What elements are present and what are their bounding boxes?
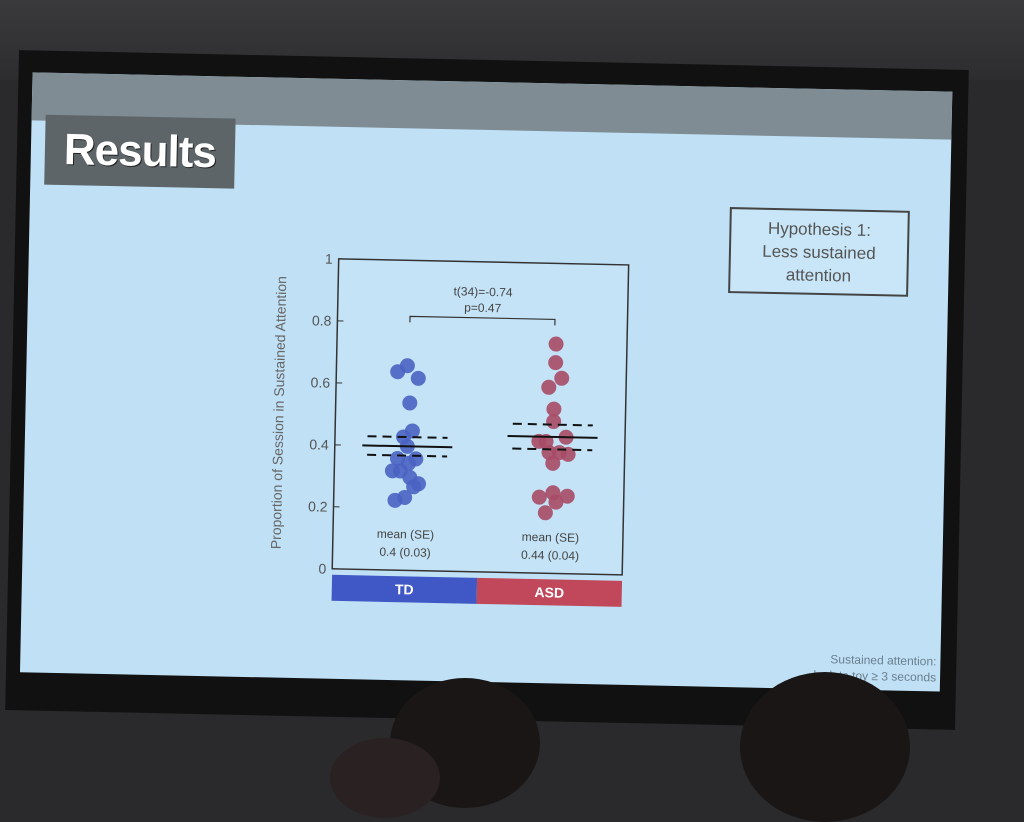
y-axis-label: Proportion of Session in Sustained Atten… bbox=[268, 276, 290, 549]
hypothesis-line: Hypothesis 1: bbox=[768, 216, 871, 241]
y-tick-label: 0.6 bbox=[310, 374, 330, 390]
projector-screen: Results 0 0.2 0.4 0.6 0.8 1 Proportion of Sess… bbox=[5, 50, 969, 730]
scatter-chart: 0 0.2 0.4 0.6 0.8 1 Proportion of Session in S… bbox=[241, 177, 651, 645]
category-label: ASD bbox=[534, 584, 564, 601]
audience-head bbox=[330, 738, 440, 818]
summary-value: 0.44 (0.04) bbox=[521, 548, 579, 563]
slide-title: Results bbox=[63, 125, 216, 178]
hypothesis-line: attention bbox=[786, 263, 852, 287]
y-tick-label: 0.2 bbox=[308, 498, 328, 514]
summary-label: mean (SE) bbox=[377, 527, 435, 542]
hypothesis-box: Hypothesis 1: Less sustained attention bbox=[728, 207, 910, 297]
audience-head bbox=[740, 672, 910, 822]
hypothesis-line: Less sustained bbox=[762, 239, 876, 264]
summary-value: 0.4 (0.03) bbox=[379, 545, 431, 560]
y-tick-label: 0 bbox=[318, 561, 326, 577]
category-label: TD bbox=[395, 581, 414, 597]
scatter-chart-area: 0 0.2 0.4 0.6 0.8 1 Proportion of Session in S… bbox=[241, 177, 651, 645]
title-box: Results bbox=[44, 115, 235, 189]
audience-heads bbox=[0, 670, 1024, 768]
y-tick-label: 1 bbox=[325, 251, 333, 267]
test-statistic: t(34)=-0.74 bbox=[453, 284, 513, 299]
summary-label: mean (SE) bbox=[522, 530, 580, 545]
p-value: p=0.47 bbox=[464, 301, 502, 316]
y-tick-label: 0.8 bbox=[312, 312, 332, 328]
presentation-slide: Results 0 0.2 0.4 0.6 0.8 1 Proportion of Sess… bbox=[20, 72, 952, 691]
y-tick-label: 0.4 bbox=[309, 436, 329, 452]
